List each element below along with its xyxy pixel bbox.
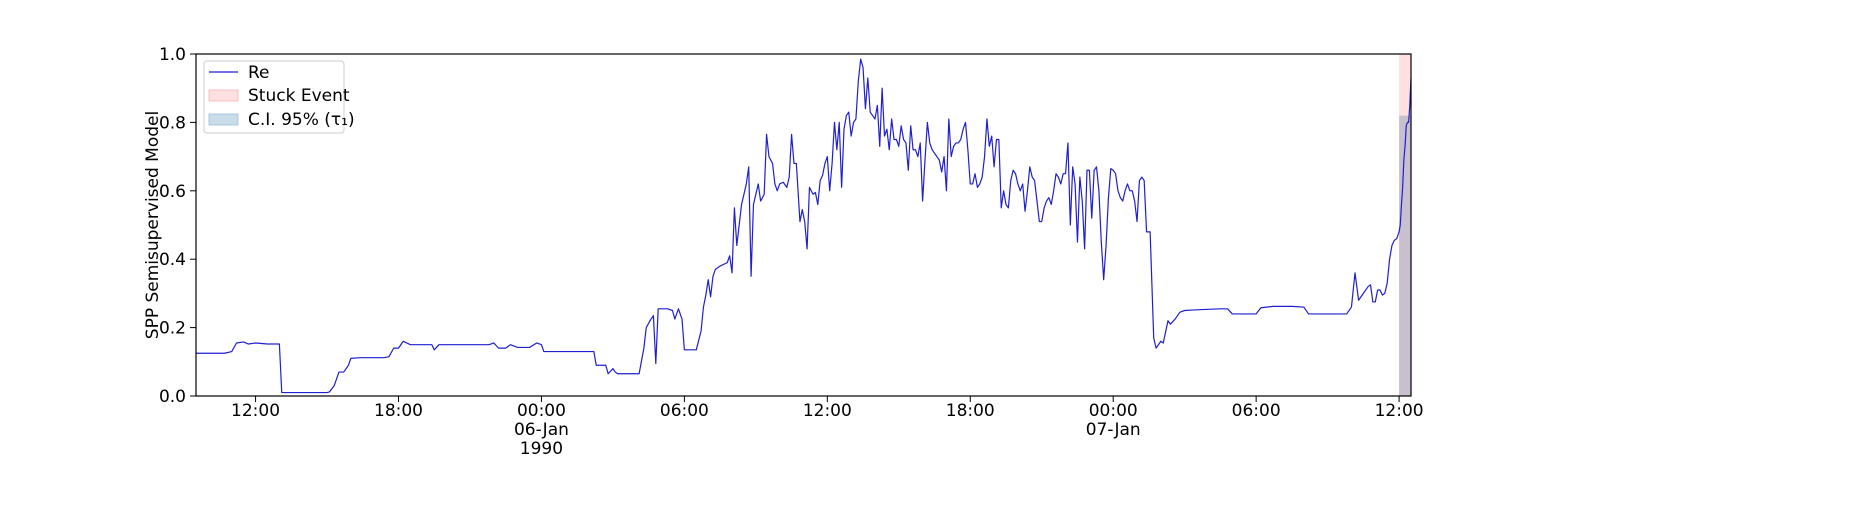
x-tick-label: 18:00	[374, 401, 423, 421]
x-tick-label: 12:00	[1375, 401, 1424, 421]
legend-swatch-confidence-interval	[208, 113, 239, 126]
x-tick-date-label: 07-Jan	[1086, 420, 1141, 440]
legend-label-confidence-interval: C.I. 95% (τ₁)	[248, 110, 355, 130]
y-tick-label: 0.2	[159, 319, 186, 339]
x-tick-label: 12:00	[231, 401, 280, 421]
confidence-interval-span	[1399, 115, 1411, 396]
y-axis: 0.0 0.2 0.4 0.6 0.8 1.0	[159, 45, 196, 407]
x-tick-year-label: 1990	[520, 439, 563, 459]
legend-swatch-stuck-event	[208, 89, 239, 102]
series-line-re	[196, 58, 1411, 394]
y-tick-label: 0.4	[159, 250, 186, 270]
x-tick-label: 12:00	[803, 401, 852, 421]
x-tick-label: 18:00	[946, 401, 995, 421]
event-spans	[1399, 54, 1411, 396]
x-tick-label: 06:00	[660, 401, 709, 421]
y-axis-label: SPP Semisupervised Model	[143, 111, 163, 339]
legend-box	[203, 60, 345, 134]
y-tick-label: 0.6	[159, 182, 186, 202]
series-layer	[196, 58, 1411, 394]
y-tick-label: 1.0	[159, 45, 186, 65]
legend-label-re: Re	[248, 63, 270, 83]
x-tick-label: 00:00	[517, 401, 566, 421]
x-tick-label: 00:00	[1089, 401, 1138, 421]
legend-label-stuck-event: Stuck Event	[248, 86, 350, 106]
x-tick-label: 06:00	[1232, 401, 1281, 421]
plot-frame	[195, 53, 1412, 397]
legend: Re Stuck Event C.I. 95% (τ₁)	[203, 60, 355, 134]
y-tick-label: 0.0	[159, 387, 186, 407]
y-tick-label: 0.8	[159, 113, 186, 133]
x-tick-date-label: 06-Jan	[514, 420, 569, 440]
